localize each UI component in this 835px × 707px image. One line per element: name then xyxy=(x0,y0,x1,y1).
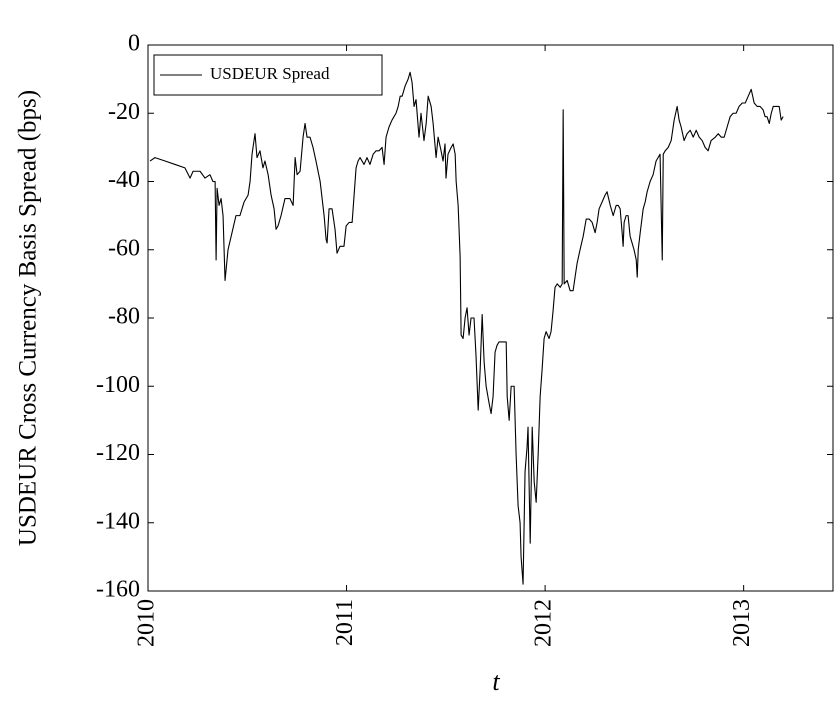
y-tick-label: -120 xyxy=(96,440,140,466)
y-tick-label: -140 xyxy=(96,508,140,534)
x-axis-label: t xyxy=(492,667,500,696)
x-tick-label: 2013 xyxy=(729,599,755,647)
y-axis-label: USDEUR Cross Currency Basis Spread (bps) xyxy=(15,90,42,546)
y-tick-label: -160 xyxy=(96,577,140,603)
x-tick-label: 2012 xyxy=(531,599,557,647)
y-tick-label: -60 xyxy=(108,235,140,261)
y-tick-label: -20 xyxy=(108,99,140,125)
x-tick-label: 2011 xyxy=(332,599,358,646)
data-line xyxy=(149,71,784,585)
x-tick-label: 2010 xyxy=(134,599,160,647)
y-tick-label: -100 xyxy=(96,372,140,398)
y-tick-label: -40 xyxy=(108,167,140,193)
y-tick-label: -80 xyxy=(108,304,140,330)
plot-frame xyxy=(147,44,834,592)
y-tick-label: 0 xyxy=(128,31,140,57)
legend-label: USDEUR Spread xyxy=(210,64,330,83)
